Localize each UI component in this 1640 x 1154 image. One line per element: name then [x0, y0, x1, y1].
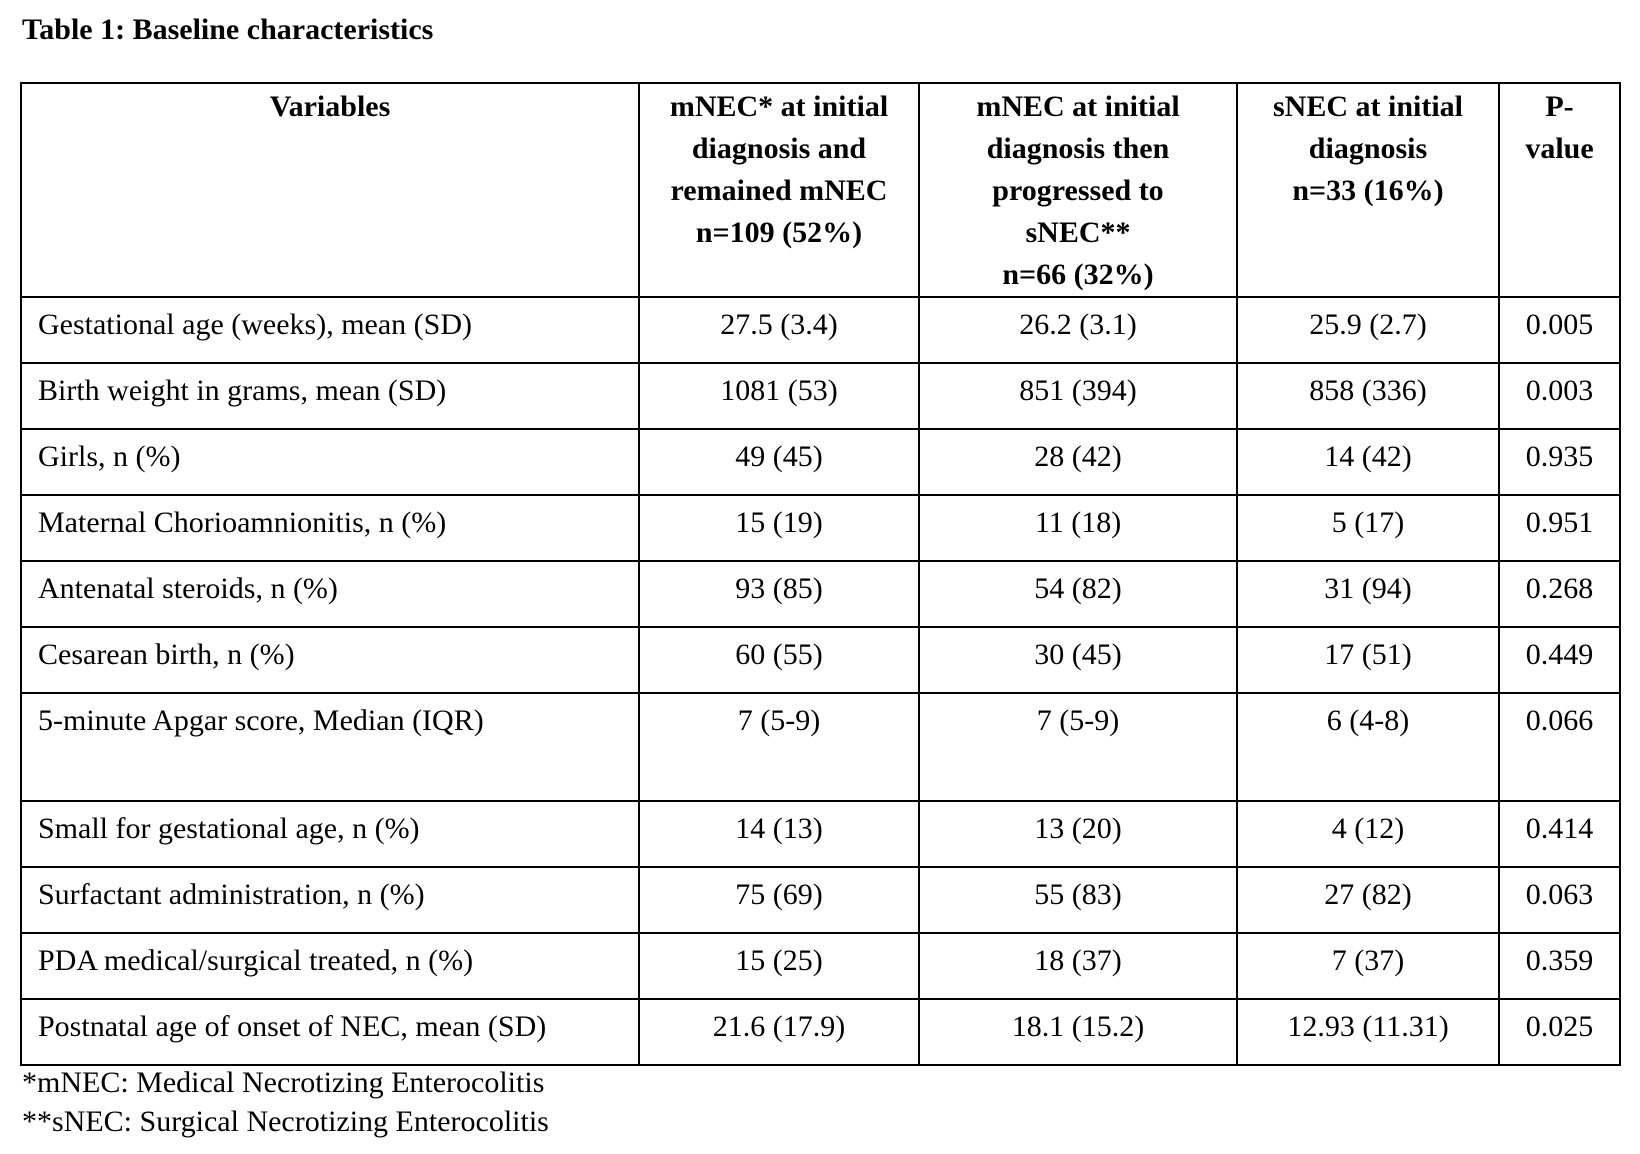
snec-value-cell: 31 (94): [1236, 560, 1500, 628]
snec-value-cell: 5 (17): [1236, 494, 1500, 562]
variable-cell: Birth weight in grams, mean (SD): [20, 362, 640, 430]
header-line: value: [1525, 132, 1594, 165]
p-value-cell: 0.935: [1498, 428, 1621, 496]
baseline-characteristics-table: Variables mNEC* at initial diagnosis and…: [20, 82, 1621, 1066]
mnec-value-cell: 14 (13): [638, 800, 920, 868]
mnec-value-cell: 75 (69): [638, 866, 920, 934]
variable-cell: Small for gestational age, n (%): [20, 800, 640, 868]
header-p-value: P- value: [1498, 82, 1621, 298]
p-value-cell: 0.268: [1498, 560, 1621, 628]
table-row: Antenatal steroids, n (%) 93 (85) 54 (82…: [20, 560, 1621, 628]
progressed-value-cell: 55 (83): [918, 866, 1238, 934]
header-line: P-: [1545, 90, 1574, 123]
footnote-mnec: *mNEC: Medical Necrotizing Enterocolitis: [22, 1066, 545, 1099]
mnec-value-cell: 15 (19): [638, 494, 920, 562]
variable-cell: PDA medical/surgical treated, n (%): [20, 932, 640, 1000]
footnote-snec: **sNEC: Surgical Necrotizing Enterocolit…: [22, 1105, 549, 1138]
mnec-value-cell: 49 (45): [638, 428, 920, 496]
progressed-value-cell: 28 (42): [918, 428, 1238, 496]
mnec-value-cell: 27.5 (3.4): [638, 296, 920, 364]
p-value-cell: 0.025: [1498, 998, 1621, 1066]
mnec-value-cell: 21.6 (17.9): [638, 998, 920, 1066]
header-variables: Variables: [20, 82, 640, 298]
snec-value-cell: 25.9 (2.7): [1236, 296, 1500, 364]
header-line: diagnosis: [1308, 132, 1428, 165]
p-value-cell: 0.359: [1498, 932, 1621, 1000]
snec-value-cell: 7 (37): [1236, 932, 1500, 1000]
p-value-cell: 0.003: [1498, 362, 1621, 430]
mnec-value-cell: 1081 (53): [638, 362, 920, 430]
variable-cell: Cesarean birth, n (%): [20, 626, 640, 694]
table-footnotes: *mNEC: Medical Necrotizing Enterocolitis…: [22, 1063, 549, 1141]
table-row: Small for gestational age, n (%) 14 (13)…: [20, 800, 1621, 868]
header-line: Variables: [269, 90, 391, 123]
snec-value-cell: 17 (51): [1236, 626, 1500, 694]
progressed-value-cell: 13 (20): [918, 800, 1238, 868]
header-line: remained mNEC: [670, 174, 888, 207]
header-line: diagnosis and: [691, 132, 867, 165]
table-row: Postnatal age of onset of NEC, mean (SD)…: [20, 998, 1621, 1066]
snec-value-cell: 4 (12): [1236, 800, 1500, 868]
p-value-cell: 0.066: [1498, 692, 1621, 802]
snec-value-cell: 12.93 (11.31): [1236, 998, 1500, 1066]
variable-cell: Girls, n (%): [20, 428, 640, 496]
variable-cell: 5-minute Apgar score, Median (IQR): [20, 692, 640, 802]
snec-value-cell: 6 (4-8): [1236, 692, 1500, 802]
table-row: 5-minute Apgar score, Median (IQR) 7 (5-…: [20, 692, 1621, 802]
p-value-cell: 0.449: [1498, 626, 1621, 694]
snec-value-cell: 858 (336): [1236, 362, 1500, 430]
header-snec-initial: sNEC at initial diagnosis n=33 (16%): [1236, 82, 1500, 298]
p-value-cell: 0.005: [1498, 296, 1621, 364]
progressed-value-cell: 11 (18): [918, 494, 1238, 562]
snec-value-cell: 27 (82): [1236, 866, 1500, 934]
mnec-value-cell: 93 (85): [638, 560, 920, 628]
header-mnec-progressed: mNEC at initial diagnosis then progresse…: [918, 82, 1238, 298]
p-value-cell: 0.063: [1498, 866, 1621, 934]
progressed-value-cell: 30 (45): [918, 626, 1238, 694]
header-line: mNEC* at initial: [669, 90, 889, 123]
header-row: Variables mNEC* at initial diagnosis and…: [20, 82, 1621, 298]
p-value-cell: 0.951: [1498, 494, 1621, 562]
header-mnec-remained: mNEC* at initial diagnosis and remained …: [638, 82, 920, 298]
header-line: n=66 (32%): [1002, 258, 1154, 291]
progressed-value-cell: 18.1 (15.2): [918, 998, 1238, 1066]
table-row: PDA medical/surgical treated, n (%) 15 (…: [20, 932, 1621, 1000]
header-line: sNEC at initial: [1272, 90, 1464, 123]
header-line: n=109 (52%): [695, 216, 863, 249]
variable-cell: Maternal Chorioamnionitis, n (%): [20, 494, 640, 562]
progressed-value-cell: 851 (394): [918, 362, 1238, 430]
table-row: Cesarean birth, n (%) 60 (55) 30 (45) 17…: [20, 626, 1621, 694]
mnec-value-cell: 15 (25): [638, 932, 920, 1000]
p-value-cell: 0.414: [1498, 800, 1621, 868]
variable-cell: Surfactant administration, n (%): [20, 866, 640, 934]
table-row: Maternal Chorioamnionitis, n (%) 15 (19)…: [20, 494, 1621, 562]
mnec-value-cell: 60 (55): [638, 626, 920, 694]
progressed-value-cell: 26.2 (3.1): [918, 296, 1238, 364]
table-row: Birth weight in grams, mean (SD) 1081 (5…: [20, 362, 1621, 430]
header-line: progressed to: [992, 174, 1164, 207]
header-line: mNEC at initial: [976, 90, 1180, 123]
snec-value-cell: 14 (42): [1236, 428, 1500, 496]
table-row: Surfactant administration, n (%) 75 (69)…: [20, 866, 1621, 934]
header-line: diagnosis then: [986, 132, 1170, 165]
variable-cell: Postnatal age of onset of NEC, mean (SD): [20, 998, 640, 1066]
table-caption: Table 1: Baseline characteristics: [22, 13, 434, 46]
header-line: sNEC**: [1025, 216, 1131, 249]
progressed-value-cell: 54 (82): [918, 560, 1238, 628]
mnec-value-cell: 7 (5-9): [638, 692, 920, 802]
header-line: n=33 (16%): [1292, 174, 1444, 207]
table-row: Girls, n (%) 49 (45) 28 (42) 14 (42) 0.9…: [20, 428, 1621, 496]
progressed-value-cell: 18 (37): [918, 932, 1238, 1000]
table-row: Gestational age (weeks), mean (SD) 27.5 …: [20, 296, 1621, 364]
variable-cell: Antenatal steroids, n (%): [20, 560, 640, 628]
variable-cell: Gestational age (weeks), mean (SD): [20, 296, 640, 364]
progressed-value-cell: 7 (5-9): [918, 692, 1238, 802]
